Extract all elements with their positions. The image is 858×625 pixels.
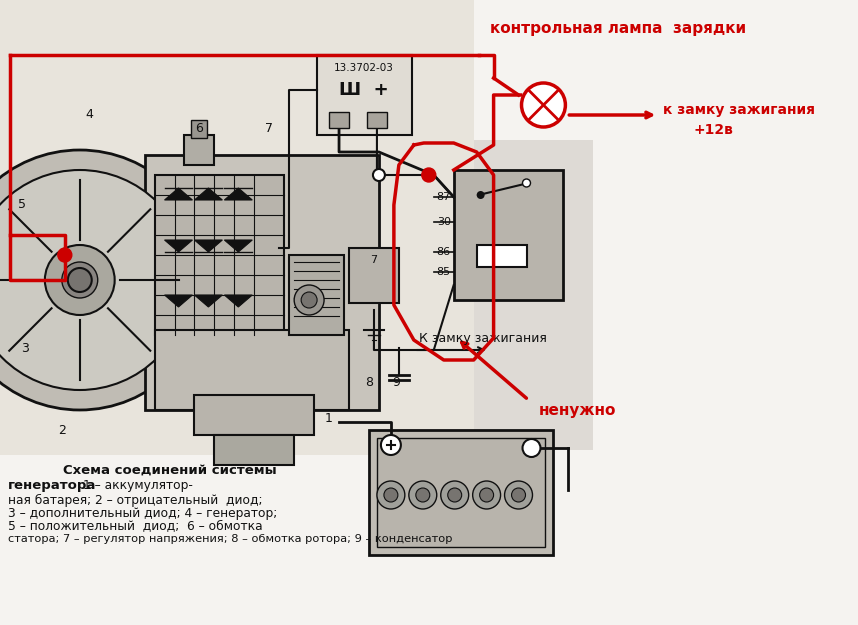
Bar: [0, 0, 474, 455]
Circle shape: [373, 169, 385, 181]
Polygon shape: [165, 240, 192, 252]
Circle shape: [0, 150, 209, 410]
Bar: [154, 175, 284, 335]
Bar: [369, 430, 553, 555]
Text: к замку зажигания: к замку зажигания: [663, 103, 815, 117]
Circle shape: [441, 481, 468, 509]
Circle shape: [45, 245, 115, 315]
Circle shape: [0, 170, 190, 390]
Circle shape: [523, 179, 530, 187]
Text: 13.3702-03: 13.3702-03: [334, 63, 394, 73]
Circle shape: [57, 248, 72, 262]
Circle shape: [384, 488, 398, 502]
Bar: [377, 438, 546, 547]
Circle shape: [480, 488, 493, 502]
Circle shape: [522, 83, 565, 127]
Bar: [214, 435, 294, 465]
Bar: [289, 255, 344, 335]
Circle shape: [523, 439, 541, 457]
Bar: [154, 330, 349, 410]
Bar: [191, 120, 208, 138]
Polygon shape: [224, 295, 252, 307]
Bar: [474, 140, 594, 450]
Text: 7: 7: [371, 255, 378, 265]
Text: ненужно: ненужно: [539, 402, 616, 418]
Bar: [145, 155, 379, 410]
Polygon shape: [165, 188, 192, 200]
Text: контрольная лампа  зарядки: контрольная лампа зарядки: [490, 21, 746, 36]
Text: 30: 30: [437, 217, 450, 227]
Bar: [184, 135, 214, 165]
Text: 3 – дополнительный диод; 4 – генератор;: 3 – дополнительный диод; 4 – генератор;: [8, 506, 277, 519]
Circle shape: [416, 488, 430, 502]
Text: 9: 9: [392, 376, 400, 389]
Polygon shape: [224, 188, 252, 200]
Text: ная батарея; 2 – отрицательный  диод;: ная батарея; 2 – отрицательный диод;: [8, 494, 263, 506]
Polygon shape: [224, 240, 252, 252]
Text: 4: 4: [86, 109, 94, 121]
Text: 1: 1: [325, 411, 333, 424]
Bar: [317, 55, 412, 135]
Text: +12в: +12в: [693, 123, 733, 137]
Circle shape: [62, 262, 98, 298]
Polygon shape: [195, 240, 222, 252]
Bar: [454, 170, 564, 300]
Polygon shape: [165, 295, 192, 307]
Text: статора; 7 – регулятор напряжения; 8 – обмотка ротора; 9 – конденсатор: статора; 7 – регулятор напряжения; 8 – о…: [8, 534, 452, 544]
Circle shape: [409, 481, 437, 509]
Text: 6: 6: [196, 121, 203, 134]
Text: Схема соединений системы: Схема соединений системы: [63, 464, 276, 476]
Circle shape: [377, 481, 405, 509]
Bar: [477, 245, 527, 267]
Circle shape: [301, 292, 317, 308]
Text: 8: 8: [365, 376, 373, 389]
Text: Ш  +: Ш +: [339, 81, 389, 99]
Circle shape: [294, 285, 324, 315]
Text: 5 – положительный  диод;  6 – обмотка: 5 – положительный диод; 6 – обмотка: [8, 519, 263, 532]
Bar: [367, 112, 387, 128]
Text: 1 – аккумулятор-: 1 – аккумулятор-: [82, 479, 193, 492]
Text: 2: 2: [57, 424, 66, 436]
Text: 5: 5: [18, 199, 26, 211]
Circle shape: [473, 481, 500, 509]
Circle shape: [511, 488, 525, 502]
Circle shape: [448, 488, 462, 502]
Text: 87: 87: [437, 192, 450, 202]
Bar: [349, 248, 399, 303]
Text: генератора: генератора: [8, 479, 96, 492]
Circle shape: [68, 268, 92, 292]
Bar: [329, 112, 349, 128]
Circle shape: [505, 481, 533, 509]
Polygon shape: [195, 188, 222, 200]
Text: 3: 3: [21, 341, 29, 354]
Text: 7: 7: [265, 121, 273, 134]
Bar: [195, 395, 314, 435]
Circle shape: [381, 435, 401, 455]
Text: 86: 86: [437, 247, 450, 257]
Circle shape: [477, 191, 485, 199]
Text: К замку зажигания: К замку зажигания: [419, 332, 547, 345]
Text: 85: 85: [437, 267, 450, 277]
Circle shape: [422, 168, 436, 182]
Polygon shape: [195, 295, 222, 307]
